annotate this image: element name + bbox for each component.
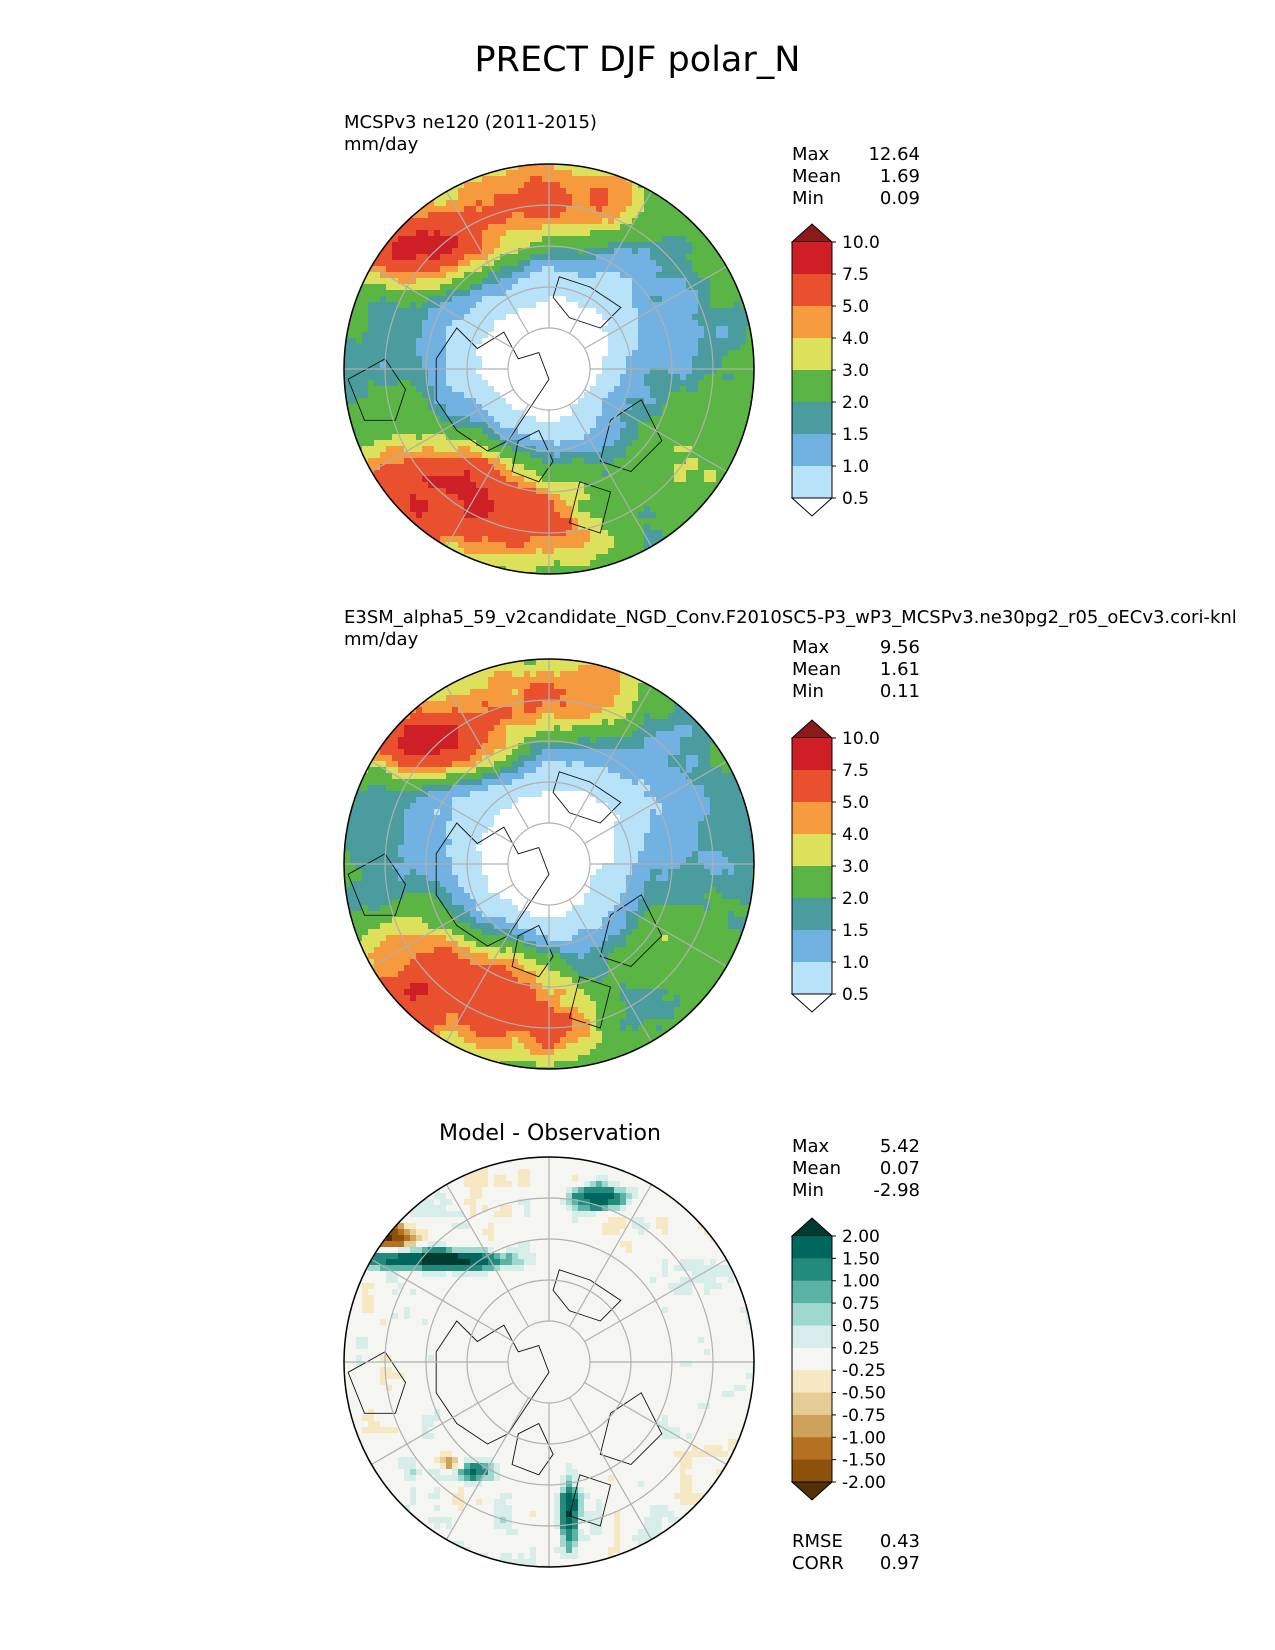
colorbar-tick-label: 2.0 <box>842 393 869 413</box>
stat-min: Min -2.98 <box>792 1180 920 1201</box>
colorbar-tick-label: -0.50 <box>842 1384 886 1404</box>
colorbar-tick-label: 5.0 <box>842 297 869 317</box>
stat-max: Max 9.56 <box>792 637 920 658</box>
colorbar-tick-label: 5.0 <box>842 793 869 813</box>
stats-box: Max 9.56 Mean 1.61 Min 0.11 <box>792 637 920 703</box>
colorbar-tick-label: 2.00 <box>842 1227 880 1247</box>
polar-map <box>343 1156 755 1568</box>
panel-model: E3SM_alpha5_59_v2candidate_NGD_Conv.F201… <box>0 0 1275 1070</box>
stat-mean: Mean 0.07 <box>792 1158 920 1179</box>
panel-units: mm/day <box>344 134 419 155</box>
colorbar-tick-label: -0.75 <box>842 1406 886 1426</box>
stat-max: Max 5.42 <box>792 1136 920 1157</box>
colorbar-tick-label: 0.5 <box>842 489 869 509</box>
colorbar-tick-label: 7.5 <box>842 265 869 285</box>
colorbar-tick-label: 1.5 <box>842 921 869 941</box>
colorbar-tick-label: 0.75 <box>842 1294 880 1314</box>
colorbar-tick-label: 4.0 <box>842 825 869 845</box>
panel-observation: MCSPv3 ne120 (2011-2015) mm/day Max 12.64… <box>0 0 1275 575</box>
colorbar-tick-label: 1.50 <box>842 1249 880 1269</box>
stat-min: Min 0.09 <box>792 188 920 209</box>
figure-title: PRECT DJF polar_N <box>474 40 801 80</box>
stat-mean: Mean 1.69 <box>792 166 920 187</box>
colorbar-tick-label: 10.0 <box>842 729 880 749</box>
colorbar-tick-label: 1.5 <box>842 425 869 445</box>
colorbar: 0.5 1.0 1.5 2.0 3.0 4.0 5.0 7.5 10.0 <box>790 223 880 517</box>
stat-mean: Mean 1.61 <box>792 659 920 680</box>
colorbar-tick-label: -1.50 <box>842 1451 886 1471</box>
colorbar-tick-label: 4.0 <box>842 329 869 349</box>
polar-map <box>343 658 755 1070</box>
panel-title: Model - Observation <box>439 1121 661 1146</box>
colorbar: 0.5 1.0 1.5 2.0 3.0 4.0 5.0 7.5 10.0 <box>790 719 880 1013</box>
colorbar-tick-label: 3.0 <box>842 361 869 381</box>
colorbar-tick-label: -2.00 <box>842 1473 886 1493</box>
colorbar-tick-label: 0.50 <box>842 1316 880 1336</box>
colorbar-tick-label: 3.0 <box>842 857 869 877</box>
colorbar-tick-label: 0.5 <box>842 985 869 1005</box>
stat-corr: CORR 0.97 <box>792 1553 920 1574</box>
colorbar-tick-label: 1.00 <box>842 1272 880 1292</box>
stats-box: Max 12.64 Mean 1.69 Min 0.09 <box>792 144 920 210</box>
polar-map <box>343 163 755 575</box>
stat-min: Min 0.11 <box>792 681 920 702</box>
panel-difference: Model - Observation Max 5.42 Mean 0.07 Min… <box>0 0 1275 1574</box>
stat-max: Max 12.64 <box>792 144 920 165</box>
stats-box: Max 5.42 Mean 0.07 Min -2.98 <box>792 1136 920 1202</box>
colorbar-tick-label: 10.0 <box>842 233 880 253</box>
colorbar-tick-label: 0.25 <box>842 1339 880 1359</box>
colorbar-tick-label: 7.5 <box>842 761 869 781</box>
colorbar-tick-label: -0.25 <box>842 1361 886 1381</box>
colorbar-tick-label: 2.0 <box>842 889 869 909</box>
stat-rmse: RMSE 0.43 <box>792 1531 920 1552</box>
colorbar: -2.00-1.50 -1.00-0.75-0.50 -0.250.25 0.500.… <box>790 1217 886 1501</box>
colorbar-tick-label: 1.0 <box>842 953 869 973</box>
metrics-box: RMSE 0.43 CORR 0.97 <box>792 1531 920 1575</box>
colorbar-tick-label: -1.00 <box>842 1428 886 1448</box>
panel-units: mm/day <box>344 629 419 650</box>
panel-title: E3SM_alpha5_59_v2candidate_NGD_Conv.F201… <box>344 607 1237 628</box>
colorbar-tick-label: 1.0 <box>842 457 869 477</box>
panel-title: MCSPv3 ne120 (2011-2015) <box>344 112 597 133</box>
